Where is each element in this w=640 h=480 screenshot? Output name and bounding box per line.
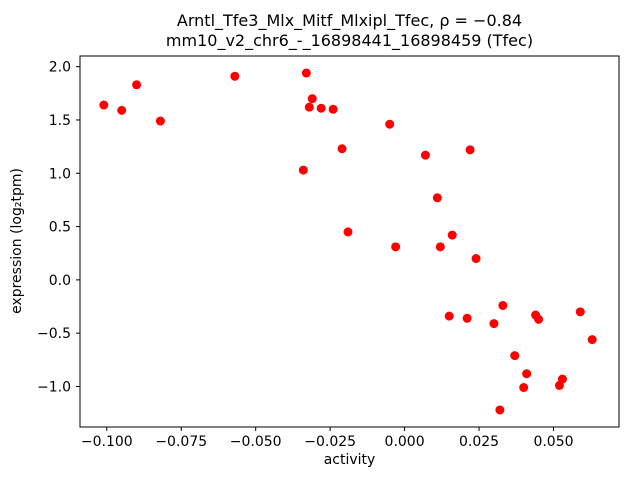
data-point [471, 254, 481, 264]
data-point [575, 307, 585, 317]
data-point [298, 165, 308, 175]
data-point [343, 227, 353, 237]
y-tick-label: 2.0 [49, 60, 71, 76]
chart-subtitle: mm10_v2_chr6_-_16898441_16898459 (Tfec) [165, 31, 534, 50]
data-point [435, 242, 445, 252]
y-tick-label: −0.5 [37, 326, 71, 342]
data-point [510, 351, 520, 361]
data-point [230, 71, 240, 81]
data-point [587, 335, 597, 345]
data-point [519, 383, 529, 393]
data-point [328, 104, 338, 114]
data-point [444, 311, 454, 321]
data-point [307, 94, 317, 104]
data-point [522, 369, 532, 379]
data-point [337, 144, 347, 154]
data-point [489, 319, 499, 329]
y-tick-label: −1.0 [37, 379, 71, 395]
data-point [155, 116, 165, 126]
data-point [432, 193, 442, 203]
x-axis-label: activity [323, 452, 376, 468]
data-point [385, 119, 395, 129]
data-point [99, 100, 109, 110]
data-point [117, 105, 127, 115]
data-point [495, 405, 505, 415]
y-tick-label: 1.5 [49, 113, 71, 129]
data-point [462, 313, 472, 323]
data-point [465, 145, 475, 155]
y-axis-label: expression (log₂tpm) [9, 168, 25, 314]
data-point [447, 230, 457, 240]
data-point [301, 68, 311, 78]
x-tick-label: −0.025 [304, 434, 356, 450]
data-point [304, 102, 314, 112]
data-point [132, 80, 142, 90]
y-tick-label: 0.0 [49, 273, 71, 289]
data-point [557, 374, 567, 384]
data-point [534, 314, 544, 324]
data-point [420, 150, 430, 160]
x-tick-label: −0.075 [155, 434, 207, 450]
data-point [391, 242, 401, 252]
x-tick-label: −0.100 [81, 434, 133, 450]
data-point [316, 103, 326, 113]
x-tick-label: 0.050 [533, 434, 573, 450]
x-tick-label: −0.050 [230, 434, 282, 450]
chart-title: Arntl_Tfe3_Mlx_Mitf_Mlxipl_Tfec, ρ = −0.… [176, 11, 523, 30]
y-tick-label: 1.0 [49, 166, 71, 182]
x-tick-label: 0.000 [385, 434, 425, 450]
data-point [498, 300, 508, 310]
x-tick-label: 0.025 [459, 434, 499, 450]
axes-frame [79, 55, 620, 428]
y-tick-label: 0.5 [49, 220, 71, 236]
